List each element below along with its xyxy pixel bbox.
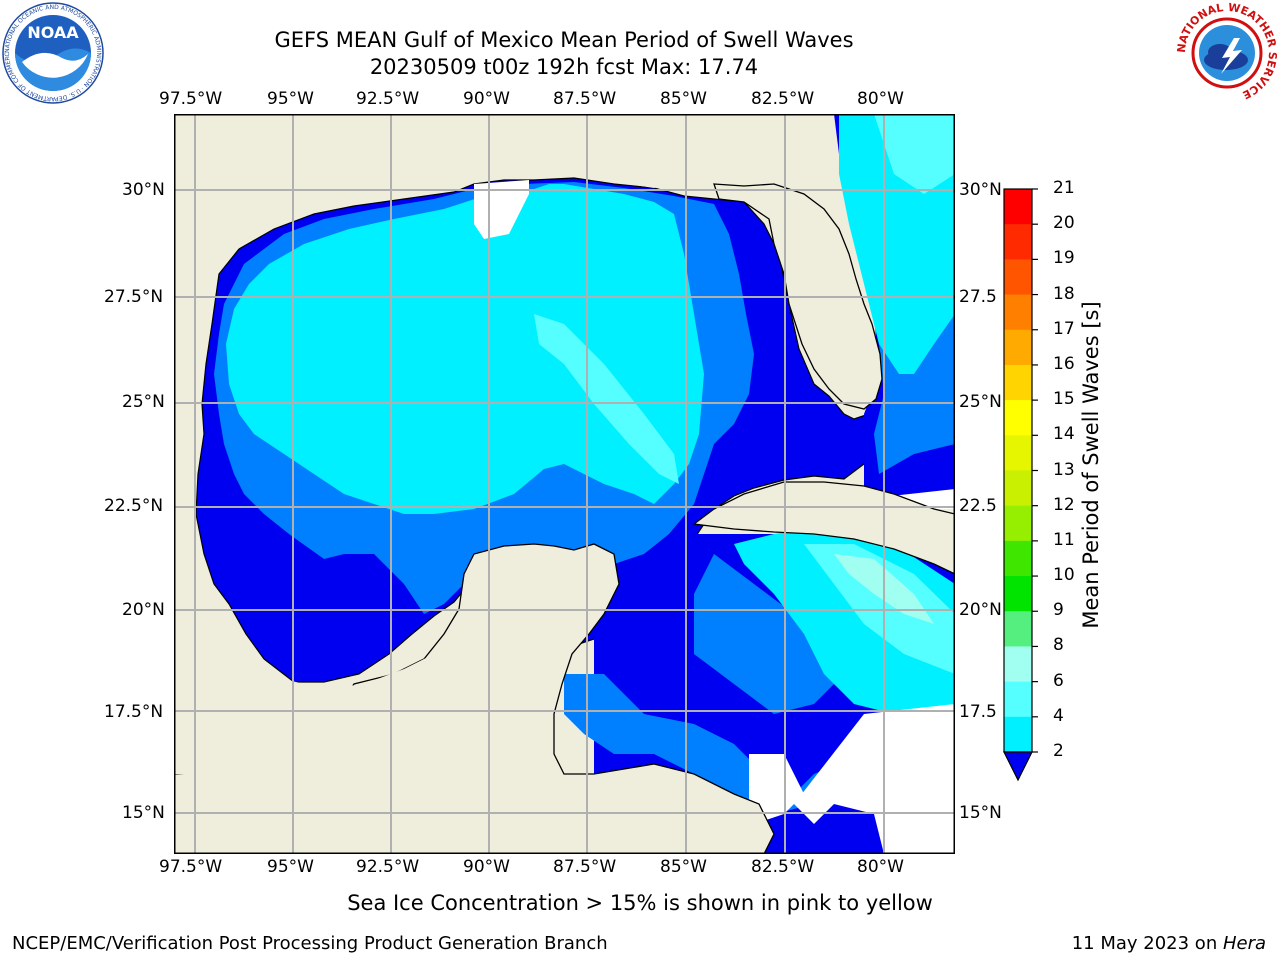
- colorbar-tick-label: 21: [1053, 178, 1075, 198]
- lon-label-bottom: 95°W: [267, 857, 314, 877]
- colorbar-label: Mean Period of Swell Waves [s]: [1079, 301, 1103, 629]
- lon-label-bottom: 82.5°W: [751, 857, 815, 877]
- colorbar-cell: [1004, 611, 1032, 647]
- lon-label-bottom: 80°W: [857, 857, 904, 877]
- missing-data-caribbean-east: [794, 704, 955, 854]
- lat-label-left: 17.5°N: [104, 702, 164, 722]
- colorbar-tick-label: 19: [1053, 248, 1075, 269]
- colorbar-cell: [1004, 224, 1032, 260]
- lon-label-bottom: 97.5°W: [159, 857, 223, 877]
- caribbean-swell-band-4-6s: [604, 544, 834, 714]
- lat-label-right: 17.5: [959, 702, 997, 722]
- lat-label-right: 25°N: [959, 392, 1002, 412]
- colorbar-cell: [1004, 681, 1032, 718]
- missing-data-caribbean-south: [749, 754, 804, 824]
- missing-data-north-coast: [474, 180, 529, 239]
- lat-label-right: 27.5: [959, 287, 997, 307]
- colorbar-tick-label: 4: [1053, 705, 1064, 726]
- lon-label-top: 95°W: [267, 89, 314, 109]
- noaa-logo-text: NOAA: [27, 23, 79, 42]
- lon-label-bottom: 92.5°W: [356, 857, 420, 877]
- lon-label-top: 92.5°W: [356, 89, 420, 109]
- colorbar-tick-label: 14: [1053, 424, 1075, 445]
- colorbar-tick-label: 8: [1053, 635, 1064, 656]
- colorbar-cell: [1004, 189, 1032, 225]
- map-panel: [174, 114, 955, 854]
- colorbar-cell: [1004, 400, 1032, 436]
- map-frame: [174, 114, 955, 854]
- colorbar: [1003, 188, 1038, 782]
- graticule: [174, 114, 955, 854]
- colorbar-tick-label: 11: [1053, 529, 1075, 550]
- lon-label-top: 87.5°W: [553, 89, 617, 109]
- colorbar-cell: [1004, 329, 1032, 366]
- lon-label-bottom: 87.5°W: [553, 857, 617, 877]
- footer-date: 11 May 2023 on Hera: [1072, 933, 1266, 954]
- lat-label-right: 22.5: [959, 496, 997, 516]
- colorbar-cell: [1004, 540, 1032, 577]
- lat-label-left: 20°N: [122, 600, 165, 620]
- lat-label-right: 20°N: [959, 600, 1002, 620]
- colorbar-tick-label: 10: [1053, 565, 1075, 586]
- colorbar-tick-label: 17: [1053, 318, 1075, 339]
- footer-credit: NCEP/EMC/Verification Post Processing Pr…: [12, 933, 608, 954]
- atlantic-swell-band-8-9s: [874, 114, 955, 194]
- lon-label-top: 80°W: [857, 89, 904, 109]
- colorbar-tick-label: 2: [1053, 741, 1064, 761]
- footer-date-text: 11 May 2023 on: [1071, 933, 1223, 954]
- noaa-logo: NOAA NATIONAL OCEANIC AND ATMOSPHERIC AD…: [2, 2, 104, 104]
- lon-label-bottom: 90°W: [463, 857, 510, 877]
- lon-label-top: 85°W: [660, 89, 707, 109]
- colorbar-cell: [1004, 576, 1032, 612]
- colorbar-tick-marks: [1032, 188, 1038, 753]
- colorbar-tick-label: 16: [1053, 353, 1075, 374]
- cuba-land: [692, 481, 955, 575]
- colorbar-tick-label: 13: [1053, 459, 1075, 480]
- colorbar-cells: [1004, 189, 1032, 753]
- colorbar-cell: [1004, 364, 1032, 401]
- gulf-coast-north-land: [174, 114, 955, 554]
- gulf-swell-band-6-8s: [226, 184, 704, 514]
- lat-label-left: 30°N: [122, 180, 165, 200]
- lon-label-bottom: 85°W: [660, 857, 707, 877]
- title-line-1: GEFS MEAN Gulf of Mexico Mean Period of …: [274, 28, 854, 52]
- lat-label-right: 15°N: [959, 803, 1002, 823]
- colorbar-cell: [1004, 259, 1032, 296]
- sea-ice-note: Sea Ice Concentration > 15% is shown in …: [347, 891, 933, 915]
- colorbar-tick-label: 18: [1053, 283, 1075, 304]
- colorbar-cell: [1004, 716, 1032, 753]
- footer-host: Hera: [1222, 933, 1266, 954]
- colorbar-extend-arrow: [1003, 751, 1033, 782]
- colorbar-tick-label: 15: [1053, 389, 1075, 410]
- lon-label-top: 90°W: [463, 89, 510, 109]
- lat-label-left: 22.5°N: [104, 496, 164, 516]
- colorbar-tick-label: 9: [1053, 600, 1064, 621]
- nws-logo: NATIONAL WEATHER SERVICE: [1176, 2, 1278, 102]
- colorbar-cell: [1004, 470, 1032, 507]
- colorbar-cell: [1004, 505, 1032, 542]
- lon-label-top: 97.5°W: [159, 89, 223, 109]
- gulf-swell-band-8-9s: [534, 314, 679, 484]
- colorbar-tick-label: 6: [1053, 670, 1064, 691]
- lat-label-left: 25°N: [122, 392, 165, 412]
- colorbar-cell: [1004, 646, 1032, 683]
- colorbar-cell: [1004, 294, 1032, 331]
- lat-label-right: 30°N: [959, 180, 1002, 200]
- lat-label-left: 15°N: [122, 803, 165, 823]
- title-line-2: 20230509 t00z 192h fcst Max: 17.74: [369, 55, 759, 79]
- colorbar-tick-label: 20: [1053, 213, 1075, 234]
- lon-label-top: 82.5°W: [751, 89, 815, 109]
- colorbar-cell: [1004, 435, 1032, 471]
- colorbar-tick-label: 12: [1053, 494, 1075, 515]
- lat-label-left: 27.5°N: [104, 287, 164, 307]
